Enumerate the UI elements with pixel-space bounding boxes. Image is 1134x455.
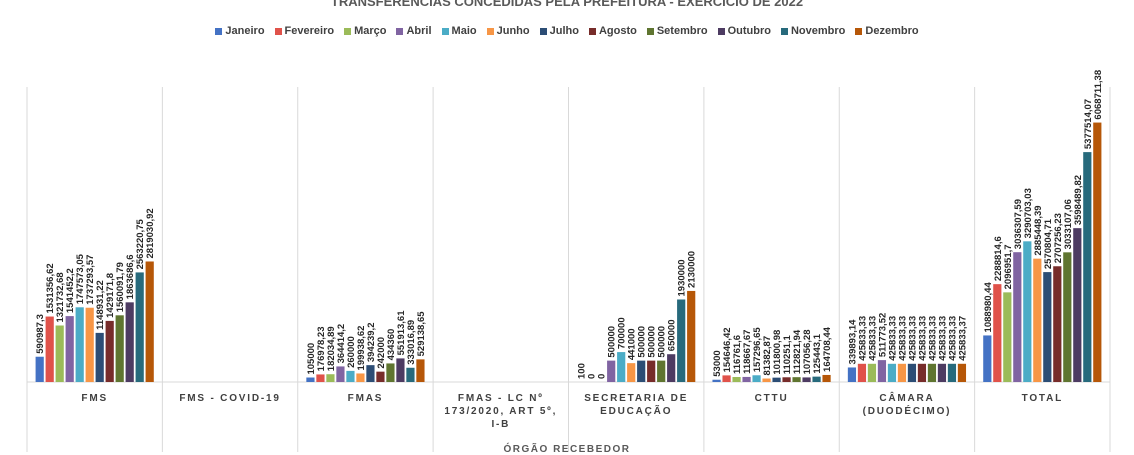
data-label: 1088980,44 — [983, 282, 994, 333]
bar — [396, 358, 404, 382]
bar — [316, 374, 324, 382]
data-label: 590987,3 — [35, 314, 46, 354]
x-tick-label: TOTAL — [982, 392, 1102, 405]
bar — [116, 315, 124, 382]
bar — [822, 375, 830, 382]
bar — [722, 375, 730, 382]
bar — [742, 377, 750, 382]
data-label: 164708,44 — [822, 326, 833, 372]
bar — [356, 373, 364, 382]
bar — [607, 361, 615, 382]
bar — [1033, 259, 1041, 382]
bar — [993, 284, 1001, 382]
bar — [56, 325, 64, 382]
bar — [782, 377, 790, 382]
x-tick-label: FMS — [35, 392, 155, 405]
bar — [1083, 152, 1091, 382]
data-label: 3598489,82 — [1073, 175, 1084, 225]
bar — [1063, 252, 1071, 382]
bar — [617, 352, 625, 382]
bar — [732, 377, 740, 382]
bar — [416, 359, 424, 382]
bar — [888, 364, 896, 382]
bar — [848, 367, 856, 382]
bar — [938, 364, 946, 382]
bar — [126, 302, 134, 382]
bar — [1043, 272, 1051, 382]
bar — [627, 363, 635, 382]
x-tick-label: FMS - COVID-19 — [170, 392, 290, 405]
bar — [677, 299, 685, 382]
bar — [712, 380, 720, 382]
bar — [86, 308, 94, 382]
bar — [647, 361, 655, 382]
x-tick-label: CÂMARA (DUODÉCIMO) — [847, 392, 967, 418]
bar — [928, 364, 936, 382]
data-label: 0 — [597, 374, 608, 379]
bar — [96, 333, 104, 382]
bar — [1013, 252, 1021, 382]
data-label: 2096951,7 — [1003, 244, 1014, 289]
bar — [1003, 292, 1011, 382]
bar — [918, 364, 926, 382]
bar — [983, 335, 991, 382]
data-label: 2130000 — [687, 251, 698, 288]
x-tick-label: SECRETARIA DE EDUCAÇÃO — [576, 392, 696, 418]
bar — [306, 378, 314, 382]
data-label: 650000 — [667, 320, 678, 352]
bar — [858, 364, 866, 382]
bar — [908, 364, 916, 382]
bar — [76, 307, 84, 382]
bar — [1093, 123, 1101, 382]
bar — [792, 377, 800, 382]
data-label: 425833,37 — [957, 316, 968, 361]
bar — [66, 316, 74, 382]
bar — [657, 361, 665, 382]
x-tick-label: FMAS - LC Nº 173/2020, ART 5º, I-B — [441, 392, 561, 431]
bar — [752, 375, 760, 382]
bar — [136, 272, 144, 382]
bar — [958, 364, 966, 382]
data-label: 529138,65 — [416, 311, 427, 357]
bar — [868, 364, 876, 382]
bar — [878, 360, 886, 382]
bar — [386, 363, 394, 382]
bar — [1053, 266, 1061, 382]
x-tick-label: FMAS — [305, 392, 425, 405]
bar — [667, 354, 675, 382]
x-tick-label: CTTU — [712, 392, 832, 405]
bar — [346, 371, 354, 382]
data-label: 2819030,92 — [145, 208, 156, 258]
bar — [326, 374, 334, 382]
bar — [812, 377, 820, 382]
bar — [637, 361, 645, 382]
bar — [366, 365, 374, 382]
bar — [687, 291, 695, 382]
bar — [46, 317, 54, 382]
bar — [772, 378, 780, 382]
bar — [1073, 228, 1081, 382]
bar — [106, 321, 114, 382]
bar — [146, 261, 154, 382]
x-axis-title: ÓRGÃO RECEBEDOR — [0, 444, 1134, 455]
bar — [802, 377, 810, 382]
bar — [1023, 241, 1031, 382]
bar — [762, 379, 770, 382]
bar — [336, 366, 344, 382]
bar — [948, 364, 956, 382]
bar — [898, 364, 906, 382]
bar — [376, 372, 384, 382]
data-label: 6068711,38 — [1093, 70, 1104, 120]
bar — [36, 357, 44, 382]
bar — [406, 368, 414, 382]
